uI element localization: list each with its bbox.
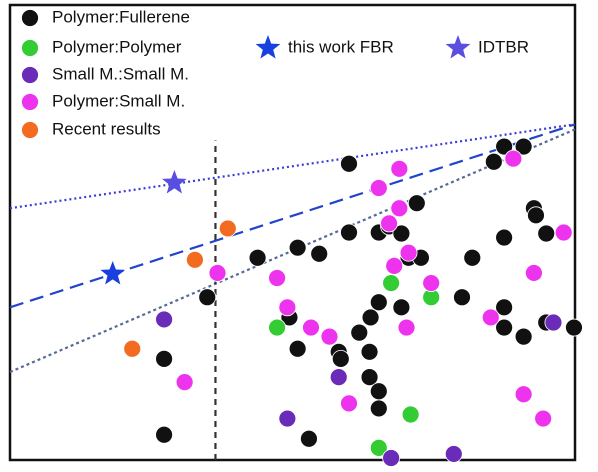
point [369, 399, 388, 418]
legend-marker [21, 121, 39, 139]
point [155, 349, 173, 368]
point [399, 243, 418, 262]
star-point [100, 261, 126, 285]
point [288, 238, 307, 257]
plot-frame [8, 3, 577, 462]
point [382, 449, 401, 467]
point [495, 137, 514, 156]
legend-label: Small M.:Small M. [52, 64, 189, 83]
legend-label: Recent results [52, 119, 161, 138]
legend-marker [21, 9, 39, 27]
point [534, 409, 553, 428]
point [565, 318, 583, 337]
point [444, 445, 463, 463]
legend-marker [21, 93, 39, 111]
point [484, 152, 503, 171]
point [463, 248, 482, 267]
legend-marker [21, 39, 39, 57]
point [390, 199, 409, 218]
legend-label: Polymer:Small M. [52, 91, 185, 110]
point [397, 318, 416, 337]
star-point [162, 170, 187, 194]
point [175, 373, 194, 392]
legend-marker [21, 66, 39, 84]
point [268, 269, 286, 287]
point [453, 288, 471, 307]
point [514, 385, 533, 404]
legend-label: Polymer:Fullerene [52, 7, 190, 26]
point [208, 264, 227, 282]
points [100, 137, 583, 467]
point [369, 293, 388, 312]
point [268, 318, 286, 337]
reference-line [9, 123, 576, 309]
point [422, 274, 441, 292]
point [340, 154, 358, 173]
point [554, 223, 573, 242]
point [392, 224, 411, 243]
point [340, 223, 358, 242]
point [527, 206, 545, 225]
point [360, 368, 379, 386]
point [300, 429, 318, 448]
point [407, 194, 426, 213]
point [155, 425, 173, 444]
point [385, 256, 404, 275]
point [537, 224, 556, 243]
point [495, 228, 514, 247]
point [495, 298, 514, 317]
point [401, 405, 420, 424]
point [278, 409, 297, 428]
point [369, 179, 388, 197]
point [198, 288, 217, 307]
point [504, 149, 523, 168]
legend: Polymer:Fullerene Polymer:Polymer Small M.… [21, 7, 529, 139]
point [320, 327, 339, 346]
legend-marker [255, 35, 281, 59]
point [392, 298, 411, 317]
point [495, 318, 514, 337]
point [525, 264, 543, 282]
point [544, 313, 563, 332]
point [350, 323, 369, 342]
point [481, 308, 500, 327]
point [360, 342, 379, 361]
point [302, 318, 320, 337]
point [288, 339, 307, 358]
point [278, 298, 297, 317]
point [329, 368, 348, 386]
point [331, 349, 350, 368]
legend-label: this work FBR [288, 37, 394, 56]
reference-line [9, 123, 576, 210]
legend-marker [445, 35, 471, 59]
point [361, 308, 380, 327]
legend-label: Polymer:Polymer [52, 37, 182, 56]
point [186, 250, 204, 269]
legend-label: IDTBR [478, 37, 529, 56]
point [380, 214, 398, 233]
point [155, 310, 173, 329]
point [390, 159, 409, 178]
point [248, 248, 267, 267]
reference-lines [9, 123, 576, 460]
point [369, 438, 388, 457]
point [123, 339, 142, 358]
point [382, 274, 401, 292]
point [340, 394, 358, 413]
point [369, 382, 388, 401]
point [514, 137, 533, 156]
point [514, 327, 533, 346]
point [218, 219, 237, 238]
point [310, 244, 329, 263]
